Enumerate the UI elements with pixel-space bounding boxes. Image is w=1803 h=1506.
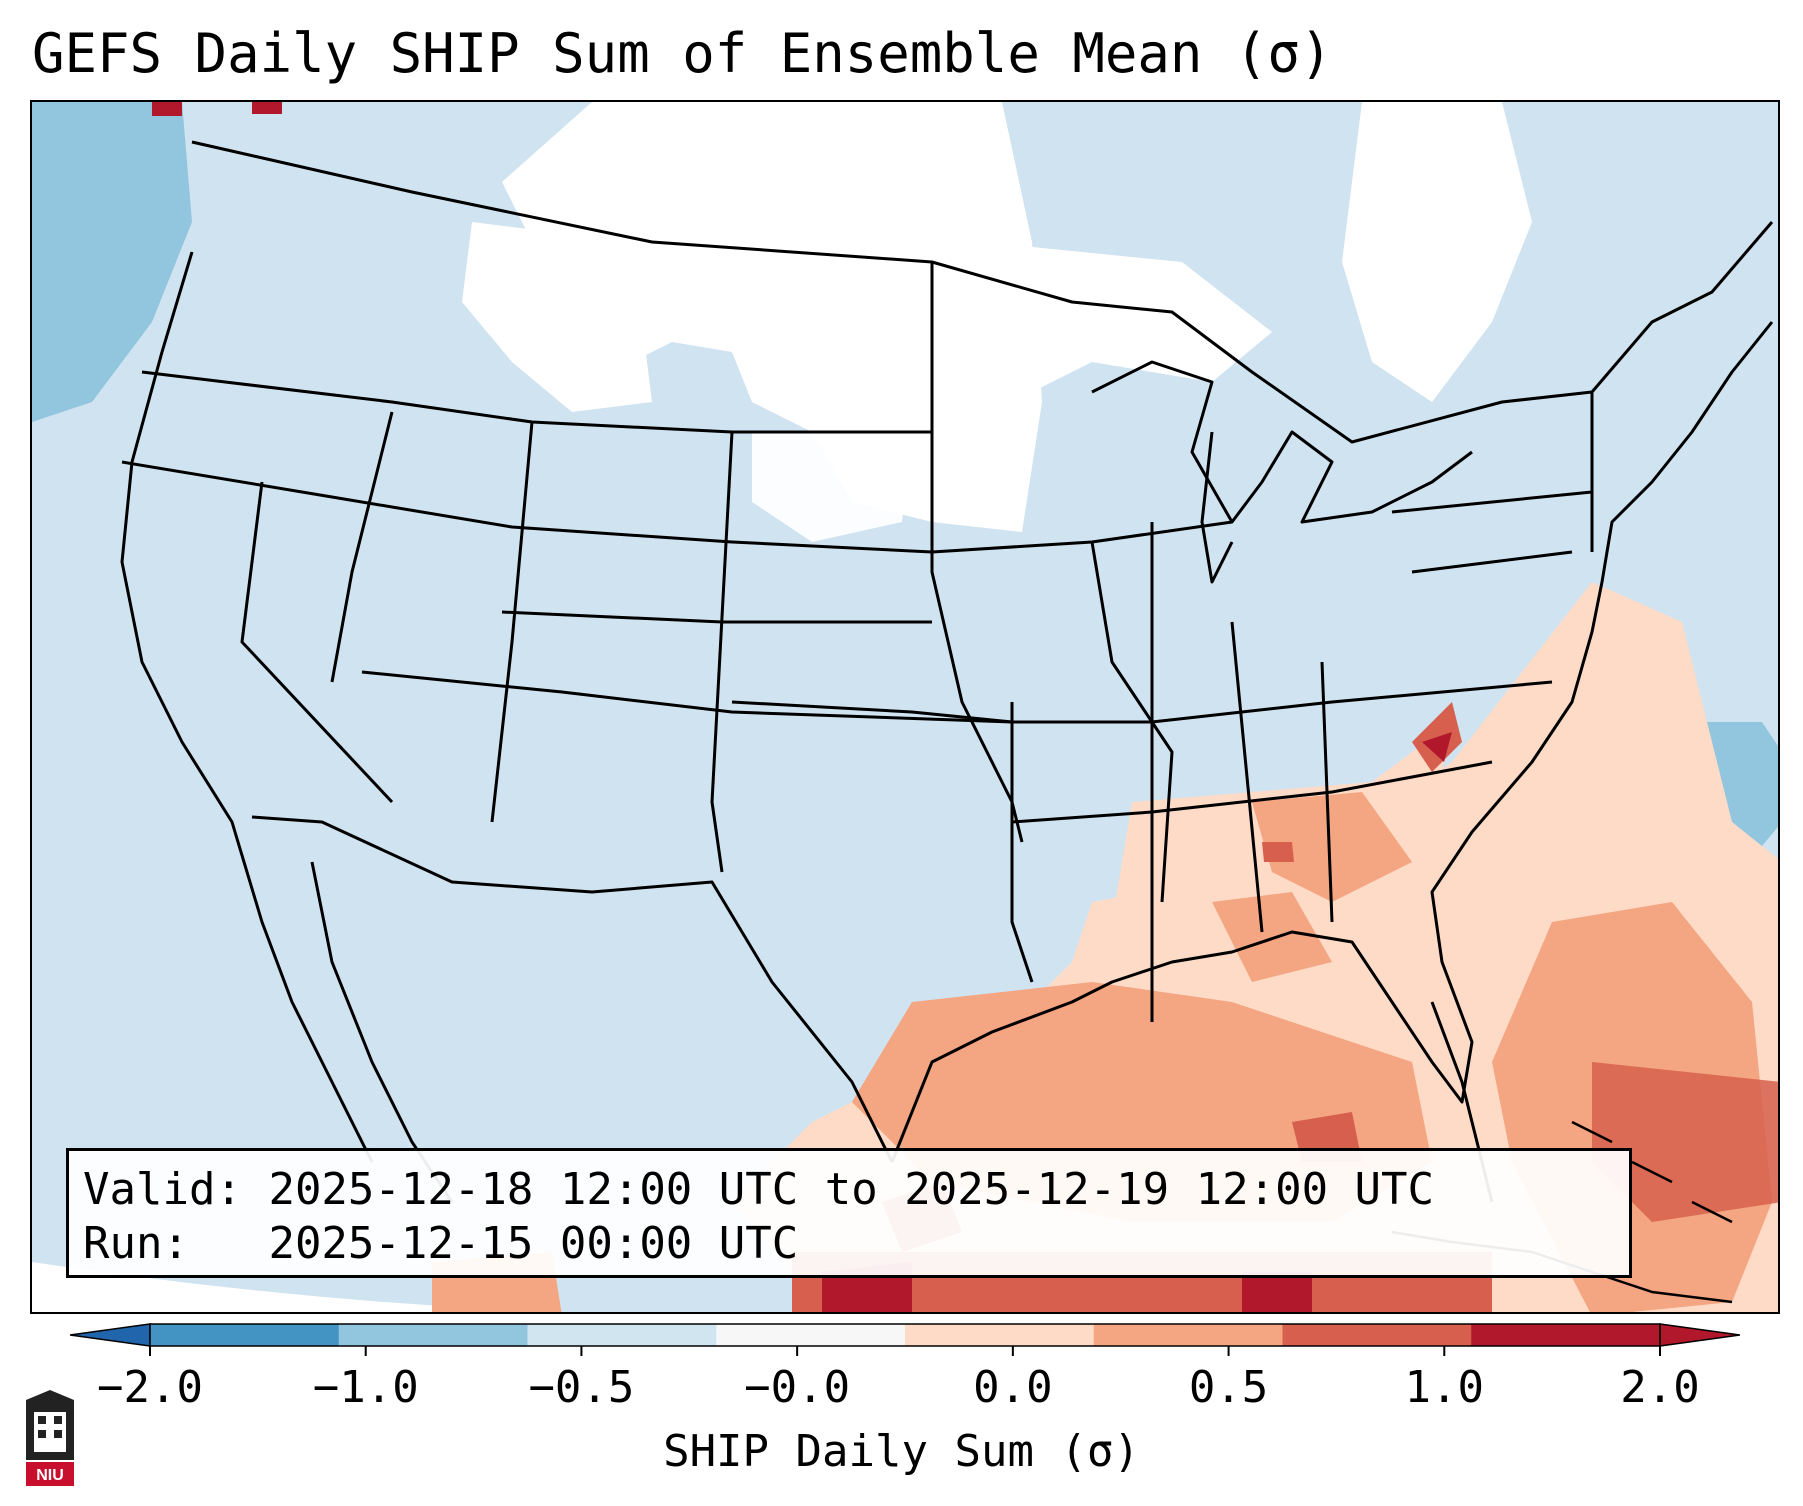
colorbar-over-arrow: [1659, 1323, 1740, 1347]
state-line-5: [710, 431, 734, 873]
great-lakes: [1091, 360, 1473, 524]
colorbar-tick-label: −0.0: [744, 1362, 851, 1413]
niu-logo-icon: NIU: [26, 1390, 74, 1486]
boundary-lines: [120, 140, 1774, 1304]
state-line-12: [1230, 621, 1264, 933]
bahamas: [1571, 1120, 1733, 1224]
colorbar-tick-label: −0.5: [528, 1362, 635, 1413]
gulf-coast: [890, 321, 1774, 1163]
state-line-6: [930, 262, 1024, 843]
state-line-15: [1391, 490, 1593, 514]
run-label: Run:: [83, 1218, 189, 1269]
mexico-border: [251, 815, 894, 1163]
colorbar-tick-label: −2.0: [97, 1362, 203, 1413]
colorbar-segment: [1093, 1324, 1283, 1346]
michigan-lake: [1200, 431, 1234, 584]
niu-logo-text: NIU: [36, 1467, 64, 1484]
state-line-18: [240, 481, 394, 804]
state-line-8: [501, 610, 932, 624]
field-neutral-patches: [462, 102, 1532, 542]
map-canvas: [32, 102, 1778, 1312]
colorbar-tick-label: 0.5: [1188, 1362, 1269, 1413]
colorbar-segment: [338, 1324, 528, 1346]
projection-edge: [32, 1262, 550, 1312]
colorbar-tick-label: 1.0: [1404, 1362, 1485, 1413]
state-line-7: [361, 670, 1013, 724]
state-line-10: [1011, 760, 1493, 824]
colorbar-segment: [1282, 1324, 1472, 1346]
colorbar: [70, 1323, 1740, 1356]
state-line-16: [1411, 550, 1573, 574]
field-positive-regions: [152, 102, 1778, 1312]
colorbar-segment: [527, 1324, 717, 1346]
state-line-19: [1010, 702, 1034, 983]
us-canada-border: [191, 140, 1774, 444]
state-line-4: [490, 421, 534, 823]
state-line-3: [330, 411, 394, 683]
colorbar-under-arrow: [70, 1323, 151, 1347]
run-value: 2025-12-15 00:00 UTC: [268, 1218, 799, 1269]
colorbar-segment: [150, 1324, 340, 1346]
colorbar-segment: [905, 1324, 1095, 1346]
colorbar-tick-label: 2.0: [1620, 1362, 1700, 1413]
state-line-14: [1320, 661, 1334, 923]
west-coast: [120, 251, 374, 1163]
colorbar-tick-label: 0.0: [973, 1362, 1053, 1413]
colorbar-outline: [149, 1323, 1661, 1347]
colorbar-segment: [1471, 1324, 1661, 1346]
map-title: GEFS Daily SHIP Sum of Ensemble Mean (σ): [32, 22, 1333, 85]
valid-value: 2025-12-18 12:00 UTC to 2025-12-19 12:00…: [268, 1164, 1435, 1215]
state-line-2: [121, 460, 1233, 554]
valid-label: Valid:: [83, 1164, 242, 1215]
map-panel: [30, 100, 1780, 1314]
colorbar-segment: [716, 1324, 906, 1346]
valid-run-info-box: Valid: 2025-12-18 12:00 UTC to 2025-12-1…: [66, 1148, 1632, 1278]
colorbar-tick-label: −1.0: [312, 1362, 419, 1413]
state-line-9: [731, 680, 1553, 724]
colorbar-label: SHIP Daily Sum (σ): [663, 1426, 1140, 1477]
state-line-13: [1090, 541, 1174, 903]
